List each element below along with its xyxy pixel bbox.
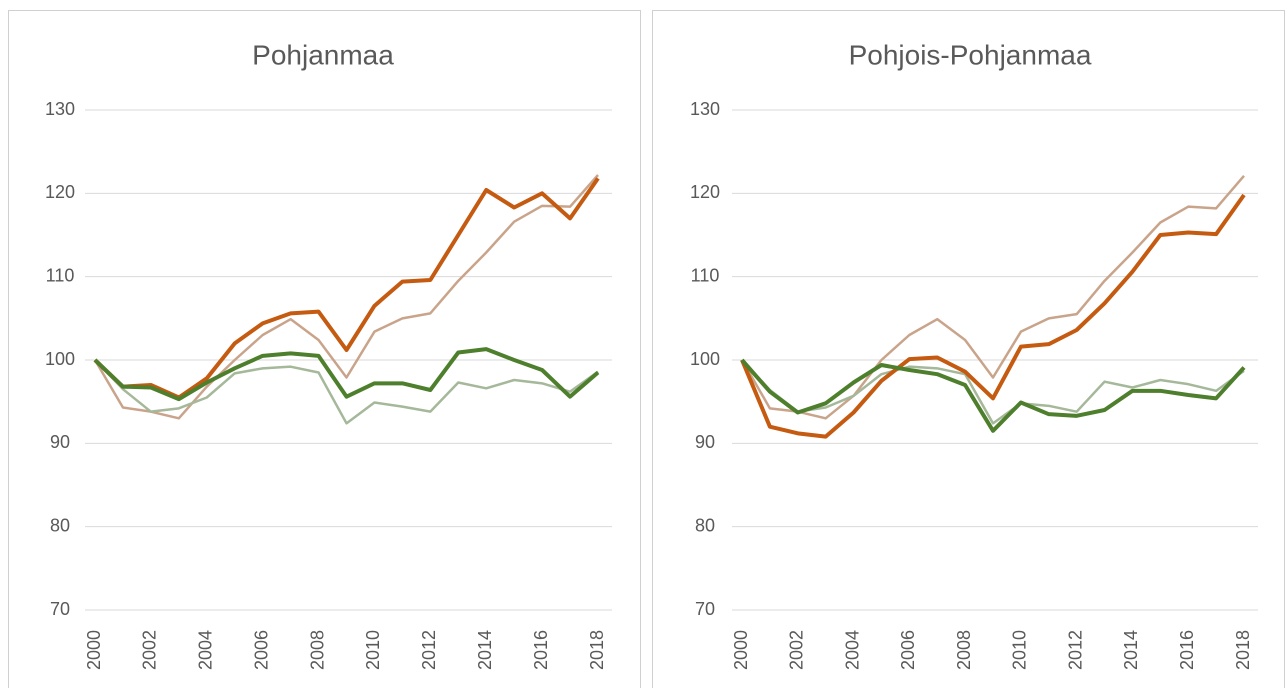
series-line [93, 347, 600, 402]
y-tick-label: 130 [45, 99, 75, 119]
x-tick-label: 2004 [196, 630, 216, 670]
y-tick-label: 130 [690, 99, 720, 119]
y-tick-label: 110 [691, 265, 720, 285]
y-tick-label: 90 [695, 432, 715, 452]
chart-title: Pohjanmaa [252, 39, 394, 70]
y-tick-label: 120 [690, 182, 720, 202]
x-tick-label: 2002 [140, 630, 160, 670]
series-line [740, 358, 1246, 433]
x-tick-label: 2018 [587, 630, 607, 670]
series-line [740, 175, 1245, 420]
x-tick-label: 2006 [251, 630, 271, 670]
y-tick-label: 80 [695, 515, 715, 535]
y-tick-label: 80 [50, 515, 70, 535]
x-tick-label: 2012 [1065, 630, 1085, 670]
x-tick-label: 2014 [475, 630, 495, 670]
y-tick-label: 120 [45, 182, 75, 202]
x-tick-label: 2014 [1121, 630, 1141, 670]
panel [8, 10, 641, 688]
chart-title: Pohjois-Pohjanmaa [849, 39, 1092, 70]
x-tick-label: 2008 [954, 630, 974, 670]
x-tick-label: 2006 [898, 630, 918, 670]
series-line [94, 359, 599, 425]
y-tick-label: 100 [690, 349, 720, 369]
y-tick-label: 110 [46, 265, 75, 285]
x-tick-label: 2010 [1010, 630, 1030, 670]
x-tick-label: 2012 [419, 630, 439, 670]
x-tick-label: 2010 [363, 630, 383, 670]
x-tick-label: 2002 [787, 630, 807, 670]
y-tick-label: 90 [50, 432, 70, 452]
x-tick-label: 2016 [531, 630, 551, 670]
x-tick-label: 2000 [731, 630, 751, 670]
y-tick-label: 70 [695, 599, 715, 619]
x-tick-label: 2016 [1177, 630, 1197, 670]
x-tick-label: 2000 [84, 630, 104, 670]
series-line [93, 174, 599, 420]
series-line [741, 359, 1245, 425]
y-tick-label: 100 [45, 349, 75, 369]
panel [652, 10, 1285, 688]
x-tick-label: 2004 [842, 630, 862, 670]
series-line [740, 193, 1246, 439]
y-tick-label: 70 [50, 599, 70, 619]
x-tick-label: 2008 [307, 630, 327, 670]
x-tick-label: 2018 [1233, 630, 1253, 670]
